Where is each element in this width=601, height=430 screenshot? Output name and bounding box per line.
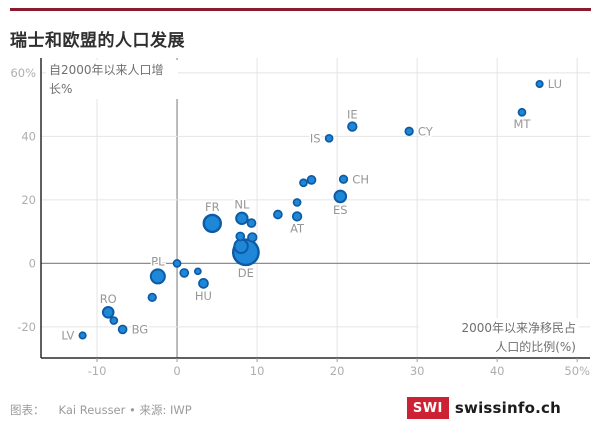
data-point <box>299 178 308 188</box>
x-tick-label: 50% <box>564 364 590 378</box>
data-point <box>247 232 258 243</box>
credit-text: Kai Reusser • 来源: IWP <box>58 403 192 417</box>
data-point-RO <box>101 305 115 319</box>
data-point-HU <box>198 278 209 289</box>
x-tick-label: 20 <box>330 364 345 378</box>
data-point <box>292 198 302 207</box>
point-label-AT: AT <box>290 222 305 236</box>
swi-logo-box: SWI <box>406 397 449 419</box>
point-label-IE: IE <box>347 107 358 121</box>
data-point-CY <box>404 126 414 136</box>
data-point-BG <box>117 324 128 335</box>
credit-prefix: 图表： <box>10 403 45 417</box>
y-tick-label: -20 <box>17 320 36 334</box>
data-point-IE <box>347 121 358 132</box>
page-title: 瑞士和欧盟的人口发展 <box>10 31 185 51</box>
swissinfo-logo: SWI swissinfo.ch <box>406 397 561 419</box>
data-point-ES <box>333 189 348 204</box>
data-point <box>147 292 157 303</box>
swi-logo-text: swissinfo.ch <box>454 399 561 417</box>
y-tick-label: 40 <box>21 129 36 143</box>
data-point <box>246 218 257 228</box>
data-point <box>194 267 202 276</box>
data-point <box>273 209 283 220</box>
data-point-IS <box>324 133 334 143</box>
point-label-ES: ES <box>333 203 348 217</box>
point-label-FR: FR <box>205 200 220 214</box>
x-tick-label: 0 <box>173 364 180 378</box>
point-label-BG: BG <box>132 322 149 336</box>
point-label-MT: MT <box>513 117 531 131</box>
credit-line: 图表： Kai Reusser • 来源: IWP <box>10 402 192 418</box>
data-point <box>172 259 182 268</box>
point-label-HU: HU <box>195 289 212 303</box>
data-point-LV <box>78 331 87 340</box>
data-point-CH <box>338 174 349 184</box>
point-label-NL: NL <box>234 198 250 212</box>
data-point <box>179 268 190 278</box>
point-label-LV: LV <box>61 328 74 342</box>
brand-top-rule <box>10 8 591 11</box>
data-point <box>109 316 119 325</box>
point-label-IS: IS <box>310 131 321 145</box>
point-label-CH: CH <box>352 172 369 186</box>
x-axis-title-line2: 人口的比例(%) <box>495 339 576 354</box>
x-axis-title-line1: 2000年以来净移民占 <box>461 321 576 335</box>
x-tick-label: 40 <box>490 364 505 378</box>
x-tick-label: 30 <box>410 364 425 378</box>
data-point-MT <box>517 107 527 117</box>
point-label-PL: PL <box>151 254 165 268</box>
x-axis-title: 2000年以来净移民占 人口的比例(%) <box>419 318 579 358</box>
x-tick-label: -10 <box>88 364 107 378</box>
point-label-CY: CY <box>418 124 434 138</box>
data-point-FR <box>202 213 222 234</box>
x-tick-label: 10 <box>250 364 265 378</box>
data-point-NL <box>235 211 249 226</box>
data-point-LU <box>535 79 544 89</box>
data-point-PL <box>149 268 166 285</box>
point-label-DE: DE <box>238 266 254 280</box>
y-tick-label: 0 <box>29 256 36 270</box>
point-label-RO: RO <box>100 292 117 306</box>
y-tick-label: 60% <box>10 66 36 80</box>
point-label-LU: LU <box>548 77 562 91</box>
y-axis-title-line2: 长% <box>49 81 73 96</box>
y-axis-title: 自2000年以来人口增 长% <box>46 60 178 100</box>
data-point <box>306 175 317 185</box>
y-tick-label: 20 <box>21 193 36 207</box>
data-point-AT <box>291 211 303 222</box>
y-axis-title-line1: 自2000年以来人口增 <box>49 63 164 77</box>
data-point <box>233 238 249 254</box>
data-point <box>235 231 246 242</box>
